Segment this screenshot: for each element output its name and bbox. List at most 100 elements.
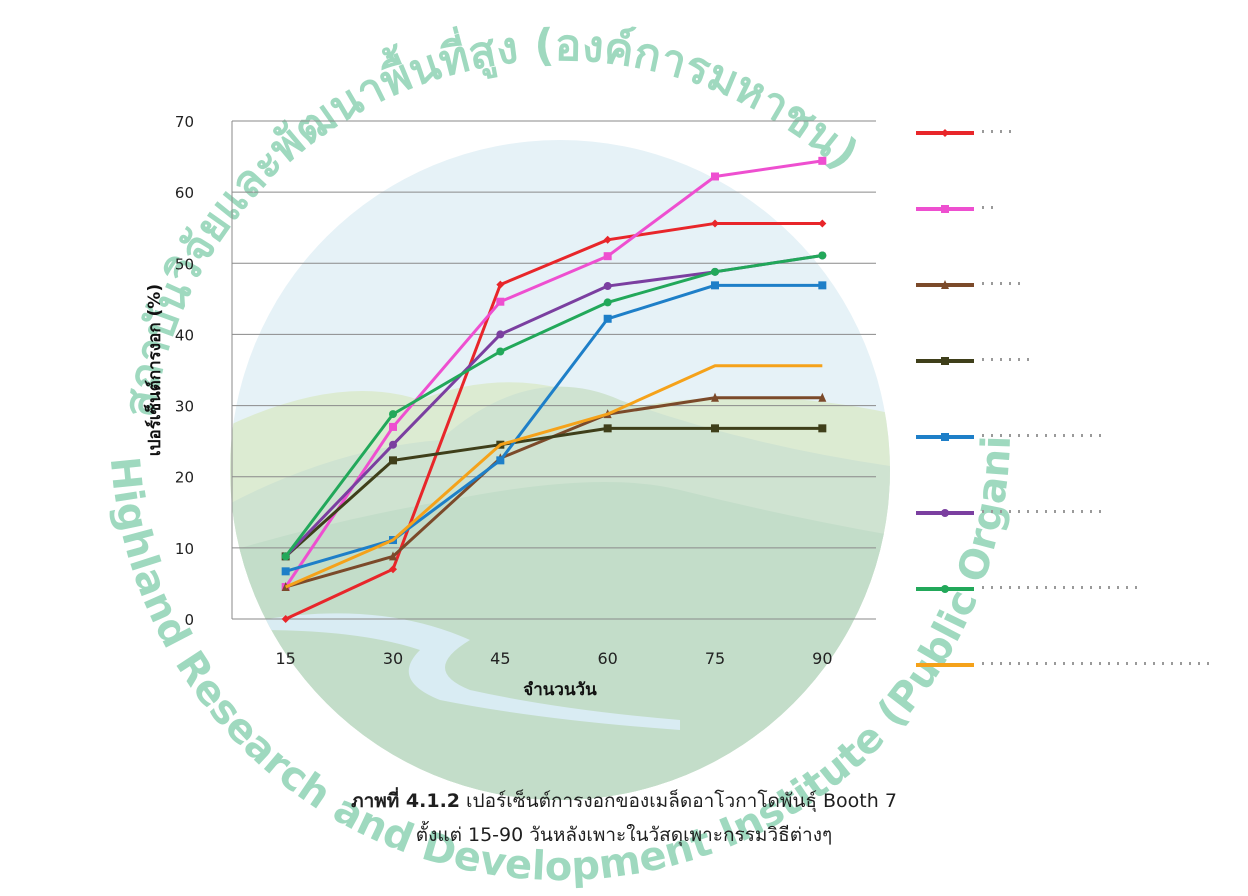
legend-text-dot — [1018, 434, 1020, 437]
legend-text-dot — [1009, 130, 1011, 133]
legend-text-dot — [1027, 510, 1029, 513]
series-line — [285, 221, 823, 621]
legend-text-dot — [1072, 662, 1074, 665]
legend-text-dot — [991, 510, 993, 513]
legend-text-dot — [1018, 510, 1020, 513]
legend-marker — [941, 205, 949, 213]
chart-grid — [232, 120, 876, 620]
y-tick-label: 60 — [175, 184, 194, 202]
legend-text-dot — [991, 282, 993, 285]
legend-text-dot — [1063, 434, 1065, 437]
legend-text-dot — [1018, 586, 1020, 589]
y-tick-label: 70 — [175, 113, 194, 131]
legend-text-dot — [1054, 434, 1056, 437]
data-point — [818, 392, 827, 402]
series-line — [284, 426, 823, 558]
data-point — [281, 615, 290, 623]
legend-text-dot — [1063, 586, 1065, 589]
figure-caption-line2: ตั้งแต่ 15-90 วันหลังเพาะในวัสดุเพาะกรรม… — [415, 824, 833, 846]
series-4 — [281, 424, 827, 561]
data-point — [496, 330, 505, 339]
legend-entry-7 — [916, 585, 1137, 593]
legend-text-dot — [1081, 662, 1083, 665]
y-tick-label: 20 — [175, 469, 194, 487]
legend-text-dot — [1045, 586, 1047, 589]
legend-text-dot — [1090, 434, 1092, 437]
legend-text-dot — [1063, 662, 1065, 665]
data-point — [603, 314, 612, 323]
legend-entry-1 — [916, 129, 1011, 137]
legend-text-dot — [991, 206, 993, 209]
data-point — [818, 219, 827, 228]
legend-text-dot — [982, 358, 984, 361]
legend-text-dot — [1189, 662, 1191, 665]
legend-text-dot — [982, 206, 984, 209]
legend-text-dot — [1018, 358, 1020, 361]
y-tick-label: 30 — [175, 398, 194, 416]
legend-marker — [941, 280, 949, 289]
legend-text-dot — [1027, 434, 1029, 437]
data-point — [389, 410, 397, 419]
legend-text-dot — [1000, 586, 1002, 589]
legend-text-dot — [1027, 662, 1029, 665]
legend-text-dot — [1054, 510, 1056, 513]
legend-text-dot — [982, 282, 984, 285]
series-7 — [281, 251, 827, 561]
legend-text-dot — [1099, 586, 1101, 589]
legend-text-dot — [1126, 586, 1128, 589]
data-point — [281, 552, 290, 561]
legend-text-dot — [1108, 586, 1110, 589]
legend-text-dot — [1090, 510, 1092, 513]
legend-text-dot — [1090, 662, 1092, 665]
legend-text-dot — [1009, 434, 1011, 437]
figure-caption-text: เปอร์เซ็นต์การงอกของเมล็ดอาโวกาโดพันธุ์ … — [460, 790, 897, 812]
legend-text-dot — [1135, 662, 1137, 665]
legend-entry-2 — [916, 205, 993, 213]
legend-marker — [941, 509, 949, 517]
legend-text-dot — [1162, 662, 1164, 665]
legend-text-dot — [991, 662, 993, 665]
legend-text-dot — [1009, 510, 1011, 513]
series-line — [285, 396, 823, 589]
legend-text-dot — [1009, 358, 1011, 361]
legend-text-dot — [1009, 662, 1011, 665]
data-point — [711, 267, 719, 276]
data-point — [711, 392, 719, 402]
legend-text-dot — [1072, 586, 1074, 589]
legend-text-dot — [1072, 434, 1074, 437]
series-8 — [285, 364, 823, 589]
legend-text-dot — [1036, 510, 1038, 513]
legend-text-dot — [1207, 662, 1209, 665]
legend-text-dot — [1018, 282, 1020, 285]
data-point — [818, 156, 827, 165]
legend-marker — [941, 585, 949, 593]
legend-text-dot — [991, 358, 993, 361]
data-point — [603, 298, 612, 307]
chart-series — [281, 156, 827, 623]
legend-text-dot — [1000, 662, 1002, 665]
legend-text-dot — [1000, 282, 1002, 285]
series-1 — [281, 219, 827, 623]
legend-text-dot — [1171, 662, 1173, 665]
data-point — [603, 282, 612, 291]
legend-marker — [941, 433, 949, 441]
x-tick-label: 90 — [812, 649, 832, 668]
series-line — [284, 159, 823, 588]
legend-text-dot — [1099, 510, 1101, 513]
legend-text-dot — [1090, 586, 1092, 589]
data-point — [711, 219, 719, 228]
series-line — [285, 283, 823, 573]
data-point — [496, 297, 505, 306]
legend-text-dot — [982, 510, 984, 513]
x-tick-label: 75 — [705, 649, 725, 668]
legend-text-dot — [1027, 586, 1029, 589]
legend-marker — [941, 129, 949, 137]
legend-text-dot — [1045, 510, 1047, 513]
legend-text-dot — [1153, 662, 1155, 665]
legend-text-dot — [1054, 662, 1056, 665]
legend-entry-6 — [916, 509, 1101, 517]
legend-text-dot — [982, 662, 984, 665]
legend-text-dot — [1009, 586, 1011, 589]
legend-text-dot — [982, 434, 984, 437]
